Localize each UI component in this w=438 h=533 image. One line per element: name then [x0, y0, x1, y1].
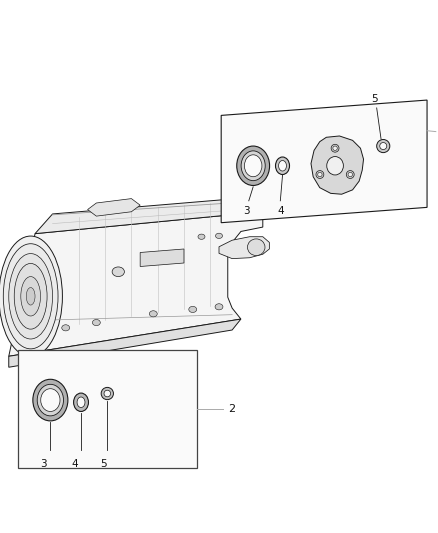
Text: 1: 1	[437, 127, 438, 138]
Ellipse shape	[346, 171, 354, 179]
Ellipse shape	[333, 146, 337, 150]
Text: 3: 3	[243, 206, 250, 216]
Ellipse shape	[37, 384, 64, 416]
Ellipse shape	[33, 379, 68, 421]
Polygon shape	[9, 319, 241, 367]
Ellipse shape	[241, 151, 265, 181]
Polygon shape	[221, 100, 427, 223]
Polygon shape	[35, 197, 263, 233]
Ellipse shape	[112, 267, 124, 277]
Polygon shape	[88, 199, 140, 216]
Polygon shape	[140, 249, 184, 266]
Ellipse shape	[4, 244, 58, 349]
Ellipse shape	[276, 157, 290, 174]
Text: 5: 5	[371, 94, 378, 103]
Ellipse shape	[77, 397, 85, 408]
Polygon shape	[219, 237, 269, 259]
Ellipse shape	[215, 233, 223, 238]
Ellipse shape	[101, 387, 113, 400]
Ellipse shape	[247, 239, 265, 255]
Ellipse shape	[21, 277, 40, 316]
Ellipse shape	[237, 146, 269, 185]
Ellipse shape	[92, 319, 100, 326]
Ellipse shape	[331, 144, 339, 152]
Text: 4: 4	[277, 206, 284, 216]
Ellipse shape	[26, 287, 35, 305]
Ellipse shape	[41, 389, 60, 411]
Text: 4: 4	[71, 459, 78, 469]
Text: 2: 2	[228, 404, 235, 414]
Ellipse shape	[348, 172, 353, 177]
Ellipse shape	[318, 172, 322, 177]
Ellipse shape	[189, 306, 197, 312]
Ellipse shape	[74, 393, 88, 411]
Polygon shape	[9, 212, 263, 356]
Ellipse shape	[9, 254, 53, 339]
Ellipse shape	[104, 390, 110, 397]
Text: 3: 3	[40, 459, 47, 469]
Ellipse shape	[316, 171, 324, 179]
Bar	[18, 350, 197, 468]
Ellipse shape	[198, 234, 205, 239]
Ellipse shape	[149, 311, 157, 317]
Ellipse shape	[377, 140, 390, 152]
Ellipse shape	[380, 142, 387, 150]
Ellipse shape	[215, 304, 223, 310]
Text: 5: 5	[100, 459, 107, 469]
Ellipse shape	[327, 157, 343, 175]
Ellipse shape	[0, 236, 63, 357]
Ellipse shape	[62, 325, 70, 331]
Ellipse shape	[279, 160, 286, 171]
Polygon shape	[311, 136, 364, 194]
Ellipse shape	[244, 155, 262, 177]
Ellipse shape	[14, 263, 47, 329]
